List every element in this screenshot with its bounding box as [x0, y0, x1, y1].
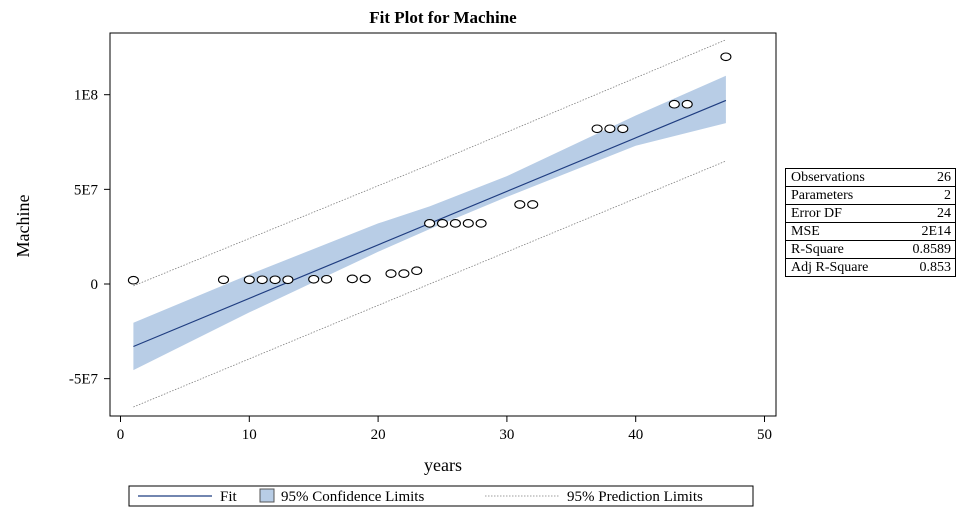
stat-row: Adj R-Square 0.853 [786, 259, 955, 276]
data-point [424, 219, 436, 228]
stat-label: Parameters [791, 188, 854, 203]
data-point [617, 124, 629, 134]
data-point [436, 219, 449, 228]
stat-value: 24 [937, 206, 951, 221]
stat-label: Adj R-Square [791, 260, 869, 275]
y-axis-label: Machine [13, 195, 33, 258]
plot-frame [109, 32, 777, 417]
legend-frame [128, 485, 754, 507]
y-tick-label: 5E7 [74, 182, 99, 198]
data-point [668, 99, 680, 109]
data-point [127, 275, 139, 285]
stat-label: Error DF [791, 206, 842, 221]
data-point [359, 274, 371, 284]
stat-row: Parameters 2 [786, 187, 955, 205]
stat-value: 26 [937, 170, 951, 185]
legend-prediction-label: 95% Prediction Limits [567, 489, 703, 505]
x-tick-label: 0 [117, 427, 125, 443]
stat-row: R-Square 0.8589 [786, 241, 955, 259]
stat-label: Observations [791, 170, 865, 185]
data-point [514, 200, 526, 209]
legend-fit-label: Fit [220, 489, 238, 505]
data-point [269, 275, 281, 285]
data-point [282, 275, 294, 285]
x-tick-label: 40 [628, 427, 643, 443]
x-tick-label: 50 [757, 427, 772, 443]
data-point [398, 269, 410, 278]
stat-value: 0.853 [919, 260, 952, 275]
data-point [591, 124, 603, 134]
stat-value: 2E14 [921, 224, 951, 239]
y-tick-label: 0 [91, 277, 99, 293]
data-point [527, 200, 539, 209]
x-tick-label: 30 [499, 427, 514, 443]
data-point [321, 274, 333, 284]
stat-label: MSE [791, 224, 820, 239]
data-point [243, 275, 255, 285]
data-point [346, 274, 358, 284]
x-tick-label: 20 [371, 427, 386, 443]
stat-value: 2 [944, 188, 951, 203]
data-point [604, 124, 616, 134]
data-point [720, 52, 732, 62]
legend: Fit 95% Confidence Limits 95% Prediction… [128, 485, 754, 507]
data-point [385, 269, 397, 278]
data-point [217, 275, 230, 285]
data-point [411, 266, 423, 276]
fit-statistics-table: Observations 26 Parameters 2 Error DF 24 MSE 2E… [785, 168, 956, 277]
stat-row: Observations 26 [786, 169, 955, 187]
stat-row: MSE 2E14 [786, 223, 955, 241]
prediction-lower-line [133, 160, 727, 408]
stat-row: Error DF 24 [786, 205, 955, 223]
data-point [256, 275, 268, 285]
y-tick-label: -5E7 [69, 372, 99, 388]
y-tick-label: 1E8 [74, 88, 98, 104]
data-point [681, 99, 693, 109]
legend-confidence-label: 95% Confidence Limits [281, 489, 424, 505]
prediction-upper-line [133, 39, 727, 287]
data-point [475, 219, 487, 228]
x-tick-label: 10 [242, 427, 257, 443]
legend-confidence-swatch [259, 488, 275, 503]
chart-title: Fit Plot for Machine [369, 8, 517, 27]
stat-value: 0.8589 [912, 242, 952, 257]
data-point [462, 219, 474, 228]
stat-label: R-Square [791, 242, 844, 257]
data-point [308, 274, 320, 284]
data-point [449, 219, 461, 228]
x-axis-label: years [424, 455, 462, 475]
